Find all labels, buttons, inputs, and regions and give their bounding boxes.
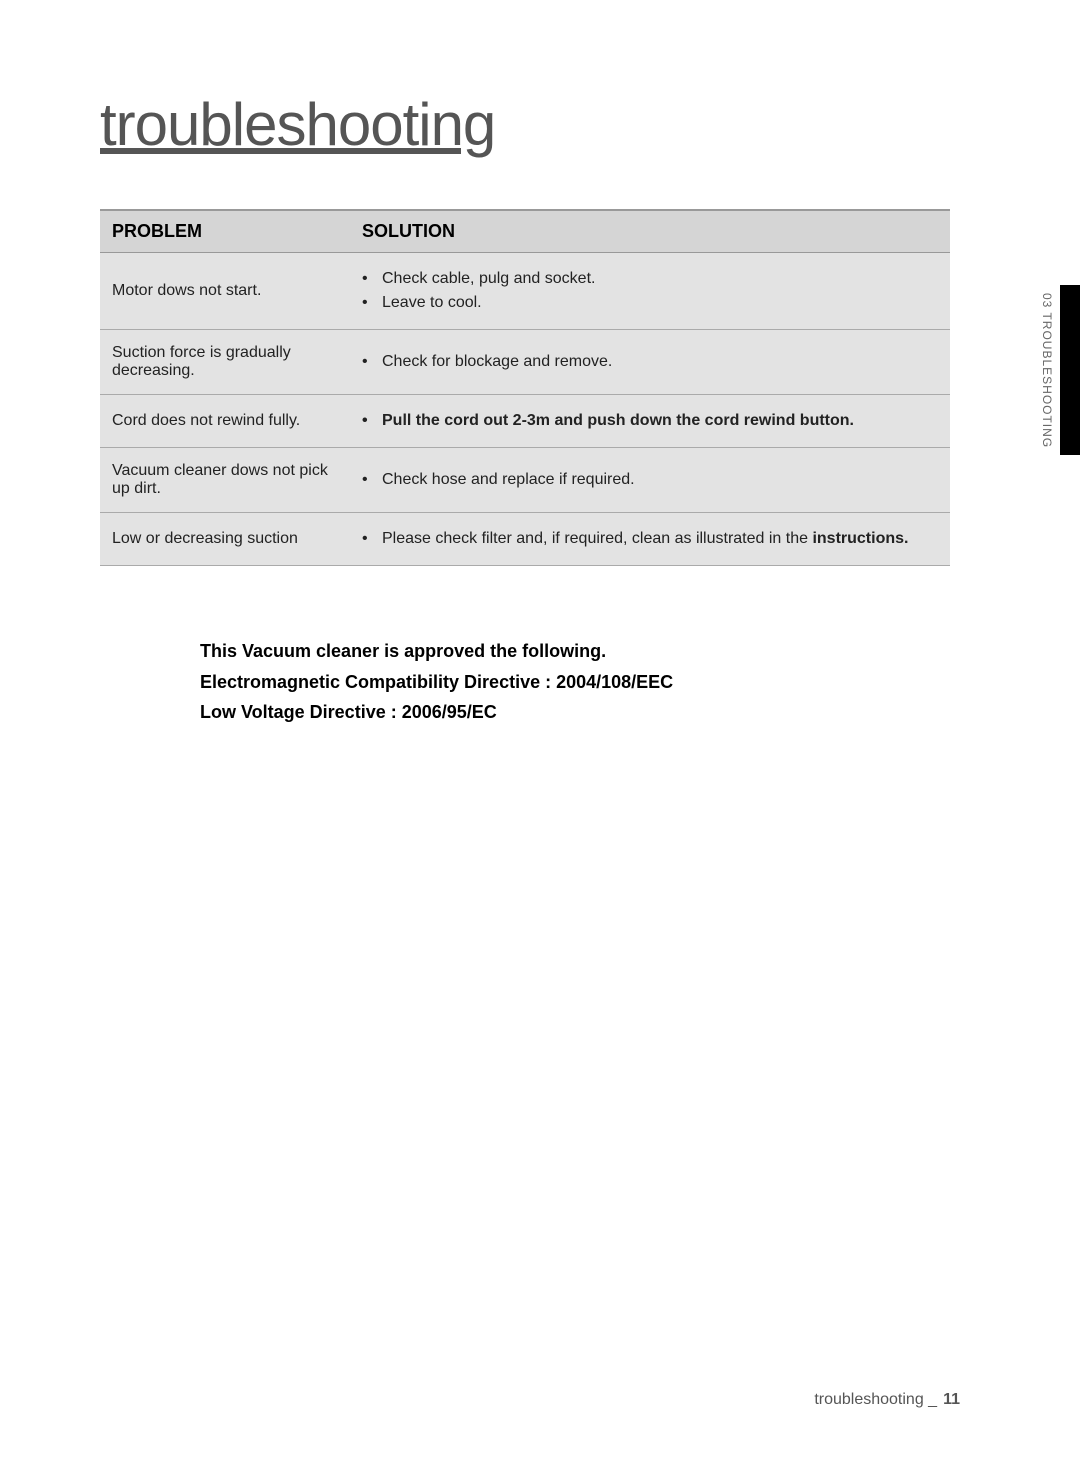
solution-item: Leave to cool. [362, 291, 938, 315]
header-problem: PROBLEM [100, 210, 350, 253]
solution-item: Pull the cord out 2-3m and push down the… [362, 409, 938, 433]
problem-cell: Cord does not rewind fully. [100, 395, 350, 448]
approval-line-1: This Vacuum cleaner is approved the foll… [200, 636, 980, 667]
troubleshooting-table: PROBLEM SOLUTION Motor dows not start.Ch… [100, 209, 950, 566]
table-row: Motor dows not start.Check cable, pulg a… [100, 253, 950, 330]
solution-cell: Check for blockage and remove. [350, 330, 950, 395]
page-footer: troubleshooting _ 11 [814, 1391, 960, 1409]
solution-item: Check for blockage and remove. [362, 350, 938, 374]
page-title: troubleshooting [100, 90, 980, 159]
solution-item: Check hose and replace if required. [362, 468, 938, 492]
table-row: Low or decreasing suction Please check fi… [100, 513, 950, 566]
footer-text: troubleshooting _ [814, 1391, 937, 1408]
problem-cell: Motor dows not start. [100, 253, 350, 330]
side-tab-label: 03 TROUBLESHOOTING [1034, 285, 1060, 456]
solution-item: Please check filter and, if required, cl… [362, 527, 938, 551]
solution-cell: Please check filter and, if required, cl… [350, 513, 950, 566]
problem-cell: Vacuum cleaner dows not pick up dirt. [100, 448, 350, 513]
approval-line-2: Electromagnetic Compatibility Directive … [200, 667, 980, 698]
side-tab: 03 TROUBLESHOOTING [1034, 285, 1080, 456]
table-row: Suction force is gradually decreasing. Ch… [100, 330, 950, 395]
table-row: Cord does not rewind fully. Pull the cord… [100, 395, 950, 448]
problem-cell: Low or decreasing suction [100, 513, 350, 566]
header-solution: SOLUTION [350, 210, 950, 253]
solution-item: Check cable, pulg and socket. [362, 267, 938, 291]
approval-line-3: Low Voltage Directive : 2006/95/EC [200, 697, 980, 728]
solution-cell: Pull the cord out 2-3m and push down the… [350, 395, 950, 448]
solution-cell: Check hose and replace if required. [350, 448, 950, 513]
table-row: Vacuum cleaner dows not pick up dirt. Che… [100, 448, 950, 513]
side-tab-marker [1060, 285, 1080, 455]
approval-section: This Vacuum cleaner is approved the foll… [200, 636, 980, 728]
footer-page-number: 11 [943, 1391, 960, 1408]
table-header-row: PROBLEM SOLUTION [100, 210, 950, 253]
solution-cell: Check cable, pulg and socket.Leave to co… [350, 253, 950, 330]
problem-cell: Suction force is gradually decreasing. [100, 330, 350, 395]
